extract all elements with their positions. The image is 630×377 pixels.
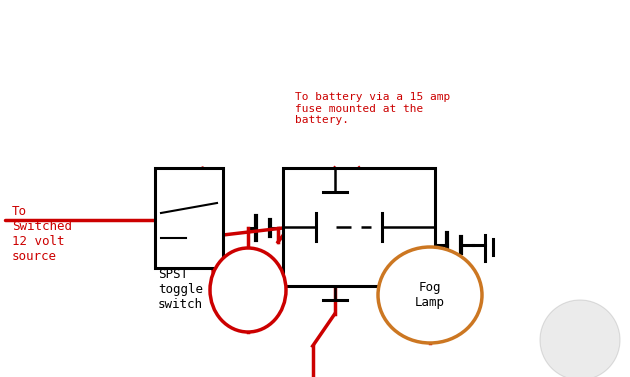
Ellipse shape xyxy=(378,247,482,343)
Bar xyxy=(155,168,223,268)
Text: SPST
toggle
switch: SPST toggle switch xyxy=(158,268,203,311)
Text: To
Switched
12 volt
source: To Switched 12 volt source xyxy=(12,205,72,263)
Text: To battery via a 15 amp
fuse mounted at the
battery.: To battery via a 15 amp fuse mounted at … xyxy=(295,92,450,125)
Text: Fog
Lamp: Fog Lamp xyxy=(415,281,445,309)
Ellipse shape xyxy=(210,248,286,332)
Ellipse shape xyxy=(540,300,620,377)
Bar xyxy=(283,168,435,286)
